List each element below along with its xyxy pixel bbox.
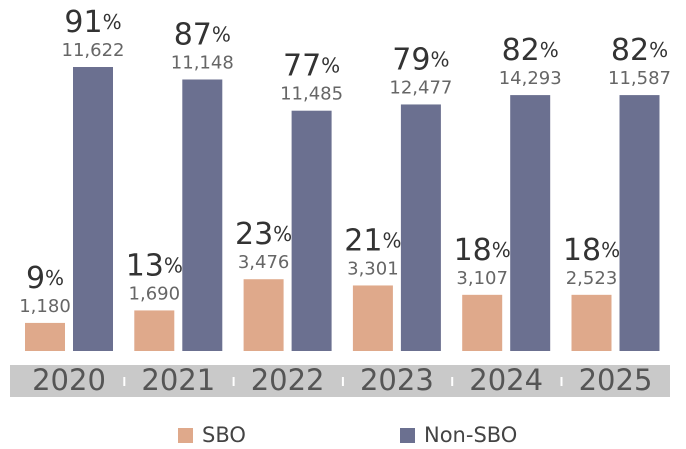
percent-label: 91%	[64, 5, 121, 40]
percent-label: 79%	[392, 42, 449, 77]
count-label: 3,107	[456, 268, 508, 289]
percent-value: 21	[344, 223, 382, 258]
percent-unit: %	[45, 265, 64, 289]
percent-value: 18	[563, 232, 601, 267]
percent-value: 18	[454, 232, 492, 267]
percent-label: 87%	[174, 17, 231, 52]
percent-label: 77%	[283, 48, 340, 83]
bar	[243, 279, 284, 351]
count-label: 2,523	[566, 268, 618, 289]
percent-value: 82	[502, 33, 540, 68]
x-tick-label: 2021	[141, 363, 215, 397]
percent-value: 79	[392, 42, 430, 77]
percent-unit: %	[321, 53, 340, 77]
count-label: 14,293	[499, 68, 562, 89]
bar	[182, 79, 223, 351]
percent-label: 21%	[344, 223, 401, 258]
percent-label: 82%	[502, 33, 559, 68]
percent-label: 18%	[454, 232, 511, 267]
percent-unit: %	[601, 237, 620, 261]
percent-unit: %	[492, 237, 511, 261]
percent-value: 23	[235, 217, 273, 252]
count-label: 3,301	[347, 258, 399, 279]
percent-unit: %	[540, 38, 559, 62]
percent-unit: %	[430, 47, 449, 71]
count-label: 11,148	[171, 52, 234, 73]
legend-swatch	[178, 428, 193, 443]
percent-label: 9%	[26, 260, 64, 295]
count-label: 12,477	[389, 77, 452, 98]
count-label: 3,476	[238, 252, 290, 273]
bar	[619, 95, 660, 352]
percent-unit: %	[212, 22, 231, 46]
percent-label: 18%	[563, 232, 620, 267]
bar	[462, 294, 503, 351]
x-tick-label: 2025	[579, 363, 653, 397]
percent-value: 82	[611, 33, 649, 68]
legend-label: Non-SBO	[424, 423, 517, 447]
x-tick-label: 2020	[32, 363, 106, 397]
percent-label: 23%	[235, 217, 292, 252]
count-label: 1,180	[19, 296, 71, 317]
percent-unit: %	[103, 10, 122, 34]
count-label: 11,485	[280, 84, 343, 105]
count-label: 11,587	[608, 68, 671, 89]
bar	[134, 310, 175, 351]
x-tick-label: 2022	[251, 363, 325, 397]
legend-label: SBO	[202, 423, 246, 447]
percent-unit: %	[164, 253, 183, 277]
bar	[571, 294, 612, 351]
percent-value: 91	[64, 5, 102, 40]
percent-label: 82%	[611, 33, 668, 68]
percent-unit: %	[649, 38, 668, 62]
legend-swatch	[400, 428, 415, 443]
category-strip	[10, 365, 670, 397]
bar	[73, 67, 113, 351]
percent-value: 13	[126, 248, 164, 283]
x-tick-label: 2023	[360, 363, 434, 397]
bar	[510, 95, 551, 352]
count-label: 11,622	[62, 40, 125, 61]
percent-unit: %	[273, 222, 292, 246]
bar	[291, 110, 332, 352]
percent-value: 9	[26, 260, 45, 295]
percent-value: 77	[283, 48, 321, 83]
percent-label: 13%	[126, 248, 183, 283]
bar	[400, 104, 441, 351]
x-tick-label: 2024	[469, 363, 543, 397]
percent-value: 87	[174, 17, 212, 52]
percent-unit: %	[382, 228, 401, 252]
bar	[352, 285, 393, 351]
count-label: 1,690	[129, 283, 181, 304]
bar	[25, 322, 65, 351]
